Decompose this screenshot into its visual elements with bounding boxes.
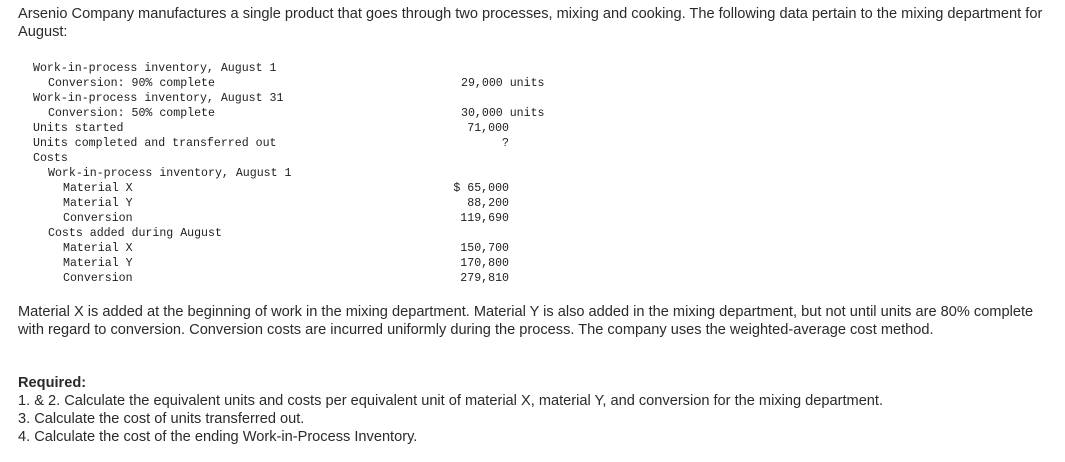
row-label: Material Y [63,197,133,210]
data-row: Work-in-process inventory, August 31 [33,91,593,106]
data-row: Conversion: 90% complete 29,000 units [33,76,593,91]
row-value: 119,690 [460,212,509,225]
row-value: 170,800 [460,257,509,270]
row-value: $ 65,000 [453,182,509,195]
data-row: Work-in-process inventory, August 1 [33,61,593,76]
required-section: Required: 1. & 2. Calculate the equivale… [18,374,1058,446]
row-value: 279,810 [460,272,509,285]
row-label: Material Y [63,257,133,270]
data-row: Conversion 279,810 [33,271,593,286]
row-value: 88,200 [467,197,509,210]
row-label: Work-in-process inventory, August 1 [48,167,292,180]
row-value: 150,700 [460,242,509,255]
row-value: 30,000 units [461,107,545,120]
row-label: Conversion [63,212,133,225]
row-label: Conversion [63,272,133,285]
process-description: Material X is added at the beginning of … [18,304,1034,338]
problem-intro: Arsenio Company manufactures a single pr… [18,6,1043,40]
data-row: Material Y 170,800 [33,256,593,271]
row-label: Conversion: 50% complete [48,107,215,120]
row-label: Material X [63,242,133,255]
required-item: 1. & 2. Calculate the equivalent units a… [18,393,884,409]
row-label: Conversion: 90% complete [48,77,215,90]
data-row: Material X $ 65,000 [33,181,593,196]
data-row: Material X 150,700 [33,241,593,256]
row-label: Costs added during August [48,227,222,240]
row-label: Costs [33,152,68,165]
data-row: Costs added during August [33,226,593,241]
data-row: Conversion 119,690 [33,211,593,226]
row-label: Units completed and transferred out [33,137,277,150]
required-heading: Required: [18,375,87,391]
row-label: Units started [33,122,124,135]
row-value: 29,000 units [461,77,545,90]
data-row: Units started 71,000 [33,121,593,136]
data-row: Conversion: 50% complete 30,000 units [33,106,593,121]
data-row: Material Y 88,200 [33,196,593,211]
data-row: Units completed and transferred out ? [33,136,593,151]
required-item: 3. Calculate the cost of units transferr… [18,411,305,427]
row-label: Work-in-process inventory, August 1 [33,62,277,75]
mixing-department-data: Work-in-process inventory, August 1 Conv… [33,61,593,286]
row-label: Material X [63,182,133,195]
data-row: Work-in-process inventory, August 1 [33,166,593,181]
row-value: ? [502,137,509,150]
required-item: 4. Calculate the cost of the ending Work… [18,429,418,445]
data-row: Costs [33,151,593,166]
row-value: 71,000 [467,122,509,135]
row-label: Work-in-process inventory, August 31 [33,92,284,105]
